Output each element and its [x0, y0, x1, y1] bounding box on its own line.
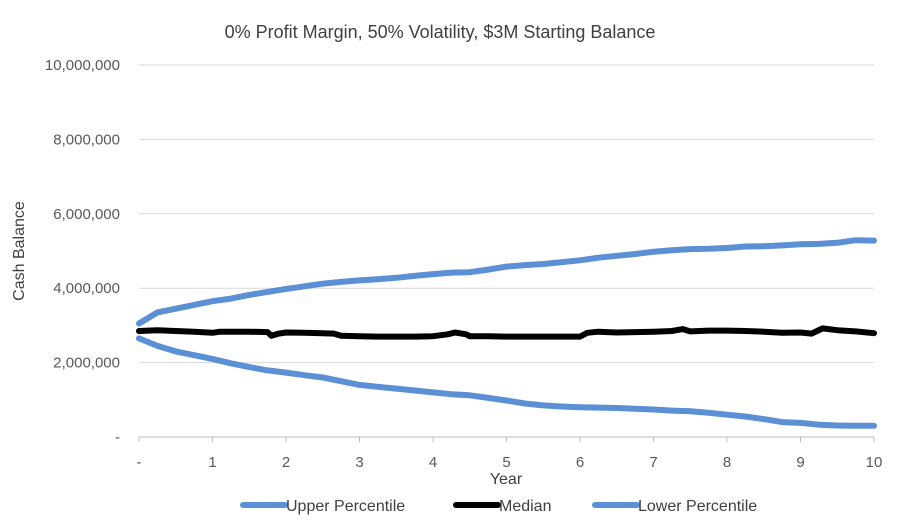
series-line-lower-percentile [136, 335, 877, 429]
x-tick-label: 5 [502, 454, 510, 471]
y-axis-title: Cash Balance [11, 201, 28, 301]
legend-label-lower-percentile: Lower Percentile [638, 498, 757, 515]
x-tick-label: 8 [723, 454, 731, 471]
y-tick-label: 2,000,000 [53, 355, 120, 372]
y-tick-label: 8,000,000 [53, 131, 120, 148]
x-axis-title: Year [490, 471, 523, 488]
chart-title: 0% Profit Margin, 50% Volatility, $3M St… [225, 22, 656, 42]
series-line-upper-percentile [136, 237, 877, 327]
legend: Upper Percentile Median Lower Percentile [240, 498, 757, 515]
x-tick-labels: - 1 2 3 4 5 6 7 8 9 10 [137, 437, 883, 471]
x-tick-label: 10 [866, 454, 883, 471]
legend-label-median: Median [499, 498, 551, 515]
x-tick-label: 6 [576, 454, 584, 471]
series-line-median [136, 325, 877, 340]
gridlines [139, 64, 874, 364]
x-tick-label: 2 [282, 454, 290, 471]
x-tick-label: 4 [429, 454, 437, 471]
x-tick-label: 3 [355, 454, 363, 471]
x-tick-label: 1 [208, 454, 216, 471]
x-tick-label: - [137, 454, 142, 471]
legend-label-upper-percentile: Upper Percentile [286, 498, 405, 515]
x-tick-label: 9 [796, 454, 804, 471]
series-lines [136, 237, 877, 429]
y-tick-label: 10,000,000 [45, 57, 120, 74]
x-tick-label: 7 [649, 454, 657, 471]
y-tick-label: 6,000,000 [53, 206, 120, 223]
y-tick-label: - [115, 429, 120, 446]
y-tick-label: 4,000,000 [53, 280, 120, 297]
y-tick-labels: - 2,000,000 4,000,000 6,000,000 8,000,000 10,… [45, 57, 120, 446]
